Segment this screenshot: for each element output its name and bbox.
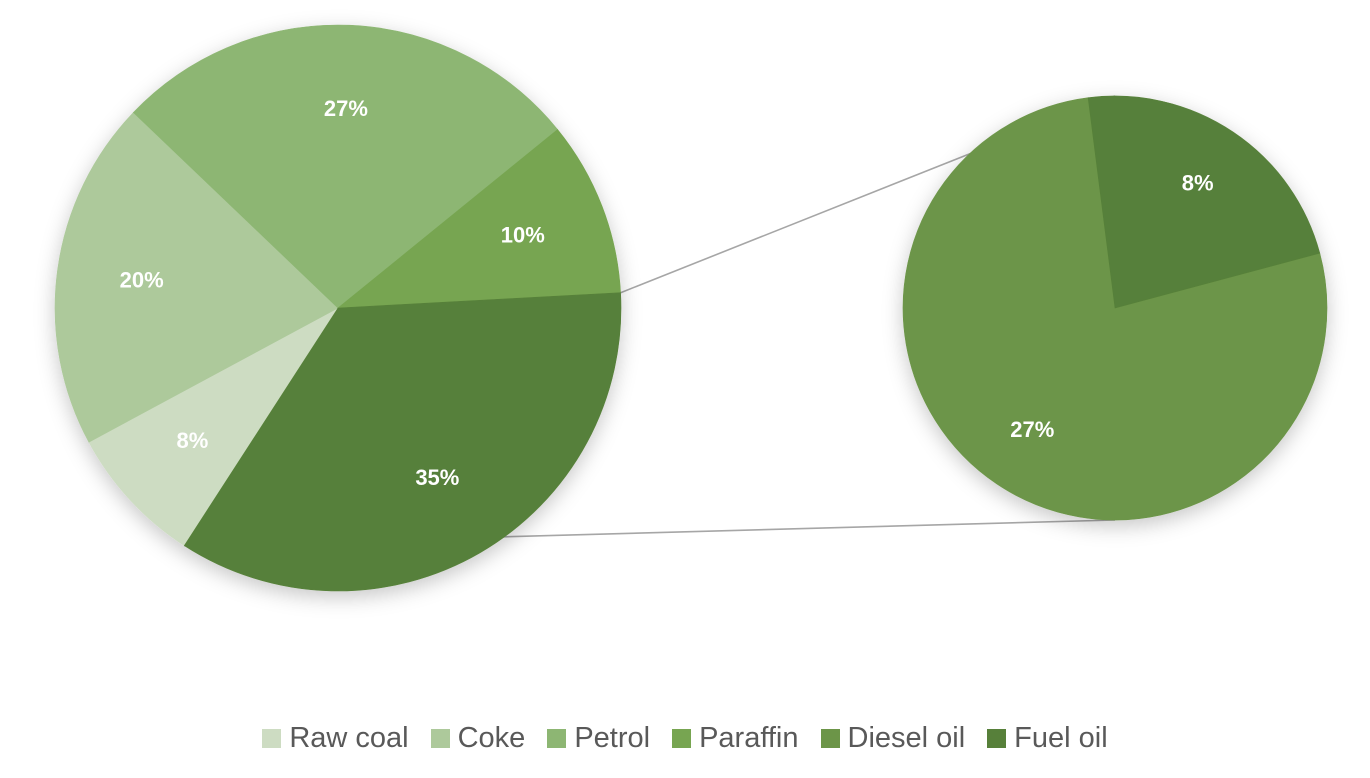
secondary-pie-label-diesel-oil: 27%	[1010, 417, 1054, 442]
legend-swatch	[820, 728, 840, 748]
legend-swatch	[262, 728, 282, 748]
main-pie-slice-petrol	[132, 24, 559, 309]
legend-label: Paraffin	[699, 721, 799, 754]
main-pie-label-coke: 20%	[120, 267, 164, 292]
slice-labels: 8% 20% 27% 10% 35% 27% 8%	[120, 96, 1214, 490]
legend-item-diesel-oil: Diesel oil	[820, 721, 966, 755]
legend-label: Fuel oil	[1014, 721, 1108, 754]
legend-swatch	[672, 728, 692, 748]
secondary-pie-slice-fuel-oil	[1087, 95, 1321, 309]
legend-label: Diesel oil	[847, 721, 966, 754]
legend-swatch	[987, 728, 1007, 748]
legend: Raw coal Coke Petrol Paraffin Diesel oil Fuel…	[0, 716, 1370, 760]
secondary-pie-slice-diesel-oil	[902, 97, 1328, 521]
legend-label: Petrol	[574, 721, 651, 754]
legend-label: Coke	[457, 721, 526, 754]
main-pie-label-paraffin: 10%	[501, 222, 545, 247]
main-pie-slice-other	[183, 292, 622, 592]
main-pie-slice-coke	[54, 112, 339, 443]
legend-item-coke: Coke	[430, 721, 526, 755]
main-pie-slice-paraffin	[337, 129, 621, 309]
main-pie-label-petrol: 27%	[324, 96, 368, 121]
legend-swatch	[430, 728, 450, 748]
legend-item-fuel-oil: Fuel oil	[987, 722, 1108, 755]
legend-swatch	[547, 728, 567, 748]
main-pie-label-other: 35%	[415, 465, 459, 490]
secondary-pie	[902, 95, 1328, 521]
legend-item-petrol: Petrol	[547, 722, 650, 755]
main-pie-slice-raw-coal	[88, 307, 339, 547]
legend-item-paraffin: Paraffin	[672, 721, 799, 755]
legend-label: Raw coal	[289, 721, 409, 754]
secondary-pie-label-fuel-oil: 8%	[1182, 171, 1214, 196]
legend-item-raw-coal: Raw coal	[262, 721, 409, 755]
main-pie-label-raw-coal: 8%	[177, 428, 209, 453]
main-pie	[54, 24, 622, 592]
